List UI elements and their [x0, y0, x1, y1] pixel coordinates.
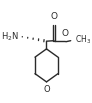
Text: O: O — [62, 29, 69, 38]
Text: H$_2$N: H$_2$N — [1, 30, 19, 43]
Text: O: O — [43, 85, 50, 94]
Text: O: O — [51, 12, 58, 21]
Text: CH$_3$: CH$_3$ — [75, 34, 91, 46]
